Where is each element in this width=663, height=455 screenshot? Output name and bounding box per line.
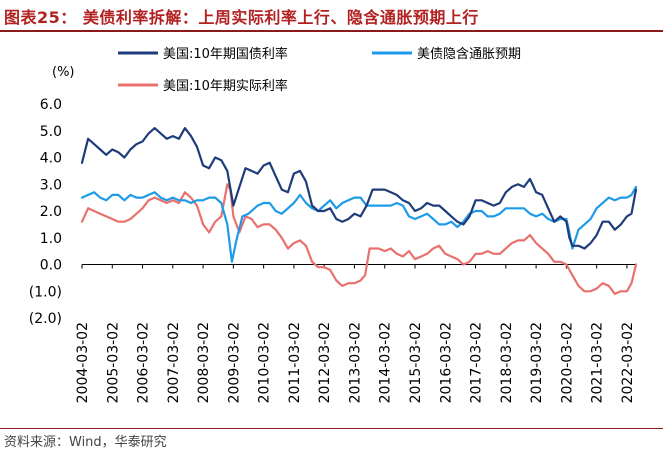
y-tick-label: 6.0 [40,97,62,113]
y-tick-label: 4.0 [40,151,62,167]
x-axis: 2004-03-02 2005-03-02 2006-03-02 2007-03-02… [75,264,636,403]
chart-title: 图表25： 美债利率拆解：上周实际利率上行、隐含通胀预期上行 [4,8,479,27]
x-tick-label: 2010-03-02 [257,322,273,403]
x-tick-label: 2008-03-02 [196,322,212,403]
series-line-2 [80,185,638,263]
title-underline [0,30,663,32]
x-tick-label: 2017-03-02 [469,322,485,403]
legend-label: 美债隐含通胀预期 [417,46,521,62]
x-tick-label: 2004-03-02 [75,322,91,403]
x-tick-label: 2007-03-02 [166,322,182,403]
x-tick-label: 2021-03-02 [590,322,606,403]
footer-rule [0,428,663,429]
y-tick-label: (2.0) [29,311,62,327]
x-tick-label: 2018-03-02 [499,322,515,403]
x-tick-label: 2005-03-02 [105,322,121,403]
x-tick-label: 2015-03-02 [408,322,424,403]
source-note: 资料来源：Wind，华泰研究 [4,435,167,450]
x-tick-label: 2022-03-02 [620,322,636,403]
x-tick-label: 2006-03-02 [136,322,152,403]
series-line-3 [80,183,638,295]
y-tick-label: 5.0 [40,124,62,140]
y-tick-label: 3.0 [40,177,62,193]
y-axis-unit-label: (%) [52,65,75,80]
y-tick-label: 1.0 [40,231,62,247]
x-tick-label: 2009-03-02 [226,322,242,403]
x-tick-label: 2011-03-02 [287,322,303,403]
x-tick-label: 2012-03-02 [317,322,333,403]
x-tick-label: 2013-03-02 [347,322,363,403]
y-axis: 6.0 5.0 4.0 3.0 2.0 1.0 0.0 (1.0) (2.0) [29,97,62,327]
y-tick-label: (1.0) [29,284,62,300]
series-lines [80,127,638,295]
x-tick-label: 2016-03-02 [438,322,454,403]
legend-label: 美国:10年期实际利率 [163,78,288,94]
x-tick-label: 2014-03-02 [378,322,394,403]
y-tick-label: 2.0 [40,204,62,220]
series-line-1 [80,127,638,250]
x-tick-label: 2019-03-02 [529,322,545,403]
y-tick-label: 0.0 [40,258,62,274]
legend-label: 美国:10年期国债利率 [163,46,288,62]
x-tick-label: 2020-03-02 [559,322,575,403]
